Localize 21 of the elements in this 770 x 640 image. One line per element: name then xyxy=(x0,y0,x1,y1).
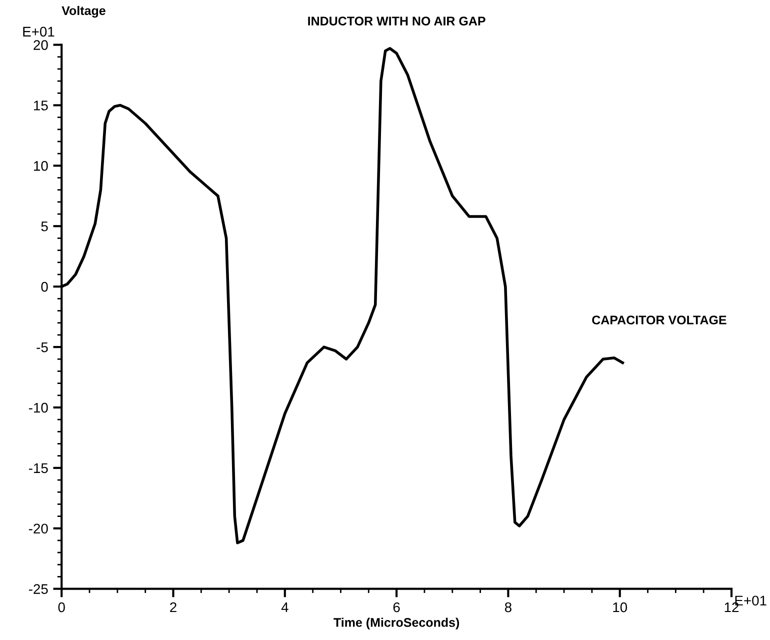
y-tick-label: -15 xyxy=(28,463,48,474)
y-axis-title: Voltage xyxy=(62,6,106,18)
x-tick-label: 6 xyxy=(393,602,400,612)
y-tick-label: 0 xyxy=(41,282,48,292)
y-tick-label: -20 xyxy=(28,524,48,534)
y-tick-label: 5 xyxy=(41,222,48,232)
y-tick-label: -10 xyxy=(28,402,48,413)
y-tick-label: -25 xyxy=(28,584,48,594)
x-tick-label: 0 xyxy=(58,602,65,612)
y-tick-label: 15 xyxy=(34,100,48,110)
y-tick-label: -5 xyxy=(36,342,48,352)
y-tick-label: 20 xyxy=(34,40,48,50)
y-tick-label: 10 xyxy=(34,161,48,171)
x-tick-label: 8 xyxy=(504,602,512,612)
x-tick-label: 2 xyxy=(170,602,176,612)
text: E+01 xyxy=(23,26,54,37)
chart-title: INDUCTOR WITH NO AIR GAP xyxy=(308,16,486,26)
x-tick-label: 10 xyxy=(613,602,628,612)
x-tick-label: 4 xyxy=(281,602,288,612)
x-axis-title: Time (MicroSeconds) xyxy=(334,618,460,630)
text: CAPACITOR VOLTAGE xyxy=(592,316,726,324)
